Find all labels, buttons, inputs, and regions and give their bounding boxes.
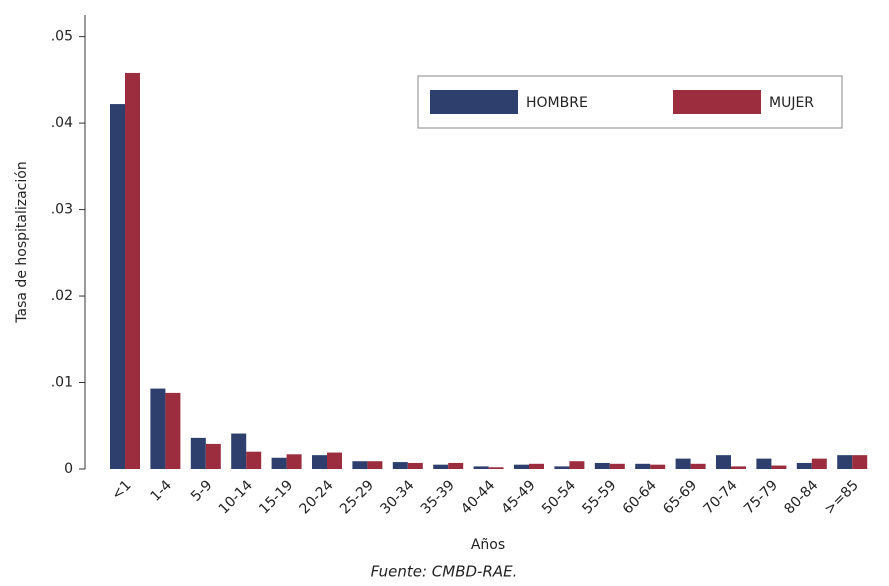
bar xyxy=(690,463,706,469)
legend-label: MUJER xyxy=(769,95,814,111)
bar xyxy=(271,457,287,469)
x-tick-label: 40-44 xyxy=(458,477,498,517)
bar xyxy=(150,388,166,469)
legend-box xyxy=(417,75,843,129)
x-tick-label: 20-24 xyxy=(297,477,337,517)
bar xyxy=(190,437,206,469)
x-tick-label: 5-9 xyxy=(188,477,215,504)
x-axis-label: Años xyxy=(471,537,505,553)
legend-swatch xyxy=(430,90,518,114)
bar xyxy=(635,463,651,469)
bar xyxy=(811,458,827,469)
y-tick-label: .04 xyxy=(51,115,73,131)
y-tick-label: .03 xyxy=(51,202,73,218)
y-axis-label: Tasa de hospitalización xyxy=(14,161,30,323)
bar xyxy=(594,462,610,469)
x-tick-label: 65-69 xyxy=(660,477,700,517)
bar xyxy=(407,462,423,469)
x-tick-label: 1-4 xyxy=(148,477,176,505)
x-tick-label: 35-39 xyxy=(418,477,458,517)
bar xyxy=(231,433,247,469)
bar xyxy=(675,458,691,469)
legend-label: HOMBRE xyxy=(526,95,588,111)
bar xyxy=(650,464,666,469)
bar xyxy=(433,464,449,469)
bar xyxy=(569,461,585,469)
x-tick-label: 70-74 xyxy=(701,477,741,517)
bar xyxy=(756,458,772,469)
bar xyxy=(110,104,125,470)
bar xyxy=(609,463,625,469)
bar xyxy=(473,466,489,469)
x-tick-label: 60-64 xyxy=(620,477,660,517)
y-tick-label: .02 xyxy=(51,288,73,304)
x-tick-label: <1 xyxy=(109,477,135,503)
bar xyxy=(448,462,464,469)
x-tick-label: 45-49 xyxy=(499,477,539,517)
bar xyxy=(205,443,221,469)
bar xyxy=(286,454,302,469)
bar xyxy=(731,466,746,469)
y-tick-label: .01 xyxy=(51,375,73,391)
bar xyxy=(514,464,529,469)
bar xyxy=(165,392,181,469)
y-tick-label: .05 xyxy=(51,29,73,45)
bar xyxy=(554,466,570,469)
bar xyxy=(367,461,383,469)
x-tick-label: >=85 xyxy=(821,477,862,518)
bar xyxy=(312,455,327,469)
bar xyxy=(796,462,812,469)
bar xyxy=(327,452,342,469)
y-tick-label: 0 xyxy=(64,461,73,477)
bar xyxy=(837,455,853,469)
x-tick-label: 80-84 xyxy=(781,477,821,517)
x-tick-label: 55-59 xyxy=(579,477,619,517)
legend-swatch xyxy=(673,90,761,114)
bar xyxy=(125,72,140,469)
bar xyxy=(529,463,544,469)
x-tick-label: 50-54 xyxy=(539,477,579,517)
bar xyxy=(716,455,731,469)
x-tick-label: 30-34 xyxy=(377,477,417,517)
bar xyxy=(392,462,408,469)
x-tick-label: 15-19 xyxy=(256,477,296,517)
bar xyxy=(488,467,504,469)
bar xyxy=(352,461,368,469)
bar xyxy=(771,465,787,469)
bar xyxy=(852,455,868,469)
x-tick-label: 10-14 xyxy=(216,477,256,517)
x-tick-label: 75-79 xyxy=(741,477,781,517)
x-tick-label: 25-29 xyxy=(337,477,377,517)
source-note: Fuente: CMBD-RAE. xyxy=(371,563,518,581)
bar xyxy=(246,451,262,469)
